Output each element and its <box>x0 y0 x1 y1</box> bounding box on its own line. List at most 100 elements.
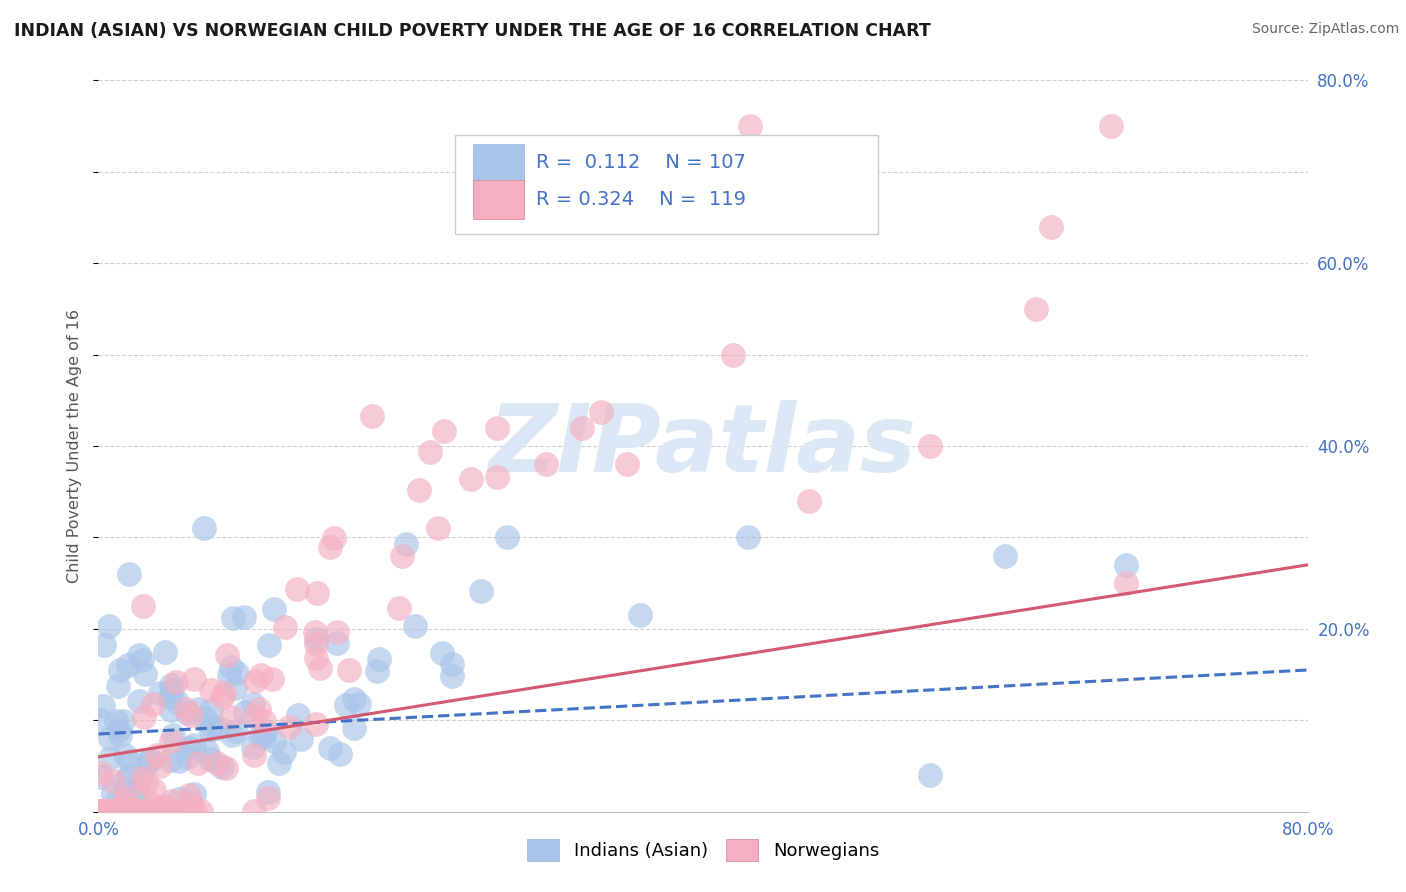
Point <box>391 549 413 564</box>
Point <box>616 457 638 471</box>
Point <box>337 663 360 677</box>
Point <box>233 610 256 624</box>
Point <box>145 804 167 818</box>
Point <box>486 421 509 435</box>
Point <box>111 714 134 728</box>
Point <box>166 695 188 709</box>
Point <box>233 705 256 719</box>
Point <box>96 804 118 818</box>
Point <box>183 804 205 818</box>
Point <box>212 686 235 700</box>
Point <box>91 804 114 818</box>
Point <box>243 804 266 818</box>
Point <box>225 724 247 739</box>
Point <box>326 636 349 650</box>
Point <box>114 748 136 763</box>
Point <box>183 673 205 687</box>
Point <box>142 697 165 711</box>
Point <box>215 648 238 662</box>
Point <box>273 745 295 759</box>
Point <box>127 783 149 797</box>
Point <box>738 119 761 133</box>
Point <box>404 619 426 633</box>
Text: ZIPatlas: ZIPatlas <box>489 400 917 492</box>
Point <box>174 702 197 716</box>
Point <box>100 804 122 818</box>
Point <box>263 734 285 748</box>
Point <box>104 714 127 728</box>
Point <box>193 521 215 535</box>
Point <box>285 582 308 596</box>
Point <box>131 804 153 818</box>
Point <box>571 421 593 435</box>
Point <box>159 678 181 692</box>
Point <box>100 731 122 746</box>
Point <box>160 703 183 717</box>
Point <box>195 744 218 758</box>
Point <box>142 797 165 812</box>
Point <box>159 690 181 705</box>
Point <box>177 741 200 756</box>
Point <box>156 804 179 818</box>
Point <box>335 698 357 712</box>
Point <box>176 706 198 721</box>
Point <box>180 797 202 811</box>
Point <box>243 673 266 688</box>
Point <box>486 470 509 484</box>
Point <box>918 768 941 782</box>
Point <box>247 702 270 716</box>
Point <box>243 709 266 723</box>
Point <box>194 711 217 725</box>
Point <box>100 804 122 818</box>
Point <box>146 748 169 763</box>
Text: R =  0.112    N = 107: R = 0.112 N = 107 <box>536 153 747 172</box>
Point <box>162 794 184 808</box>
Point <box>141 804 163 818</box>
FancyBboxPatch shape <box>474 144 524 182</box>
Point <box>318 541 340 555</box>
Point <box>329 747 352 762</box>
Point <box>121 804 143 818</box>
Point <box>305 632 328 646</box>
Point <box>97 804 120 818</box>
Point <box>93 804 115 818</box>
Point <box>408 483 430 498</box>
Point <box>274 620 297 634</box>
Point <box>257 639 280 653</box>
Point <box>114 781 136 796</box>
Point <box>308 660 330 674</box>
Point <box>307 586 329 600</box>
Point <box>349 697 371 711</box>
Point <box>115 804 138 818</box>
Point <box>127 804 149 818</box>
Point <box>187 701 209 715</box>
Point <box>163 804 186 818</box>
Point <box>167 754 190 768</box>
Point <box>135 776 157 790</box>
Point <box>167 792 190 806</box>
Point <box>146 804 169 818</box>
Point <box>290 732 312 747</box>
Point <box>128 694 150 708</box>
Point <box>120 754 142 768</box>
Point <box>160 683 183 698</box>
Point <box>253 714 276 729</box>
Point <box>219 710 242 724</box>
Point <box>159 733 181 747</box>
Point <box>433 425 456 439</box>
Point <box>426 521 449 535</box>
Point <box>149 758 172 772</box>
Point <box>129 801 152 815</box>
Point <box>162 728 184 742</box>
Point <box>183 739 205 753</box>
Point <box>159 753 181 767</box>
Point <box>250 668 273 682</box>
Point <box>253 723 276 738</box>
Point <box>368 652 391 666</box>
Point <box>174 804 197 818</box>
Point <box>460 471 482 485</box>
Point <box>114 773 136 788</box>
Point <box>200 723 222 737</box>
Point <box>89 804 111 818</box>
Point <box>200 704 222 718</box>
